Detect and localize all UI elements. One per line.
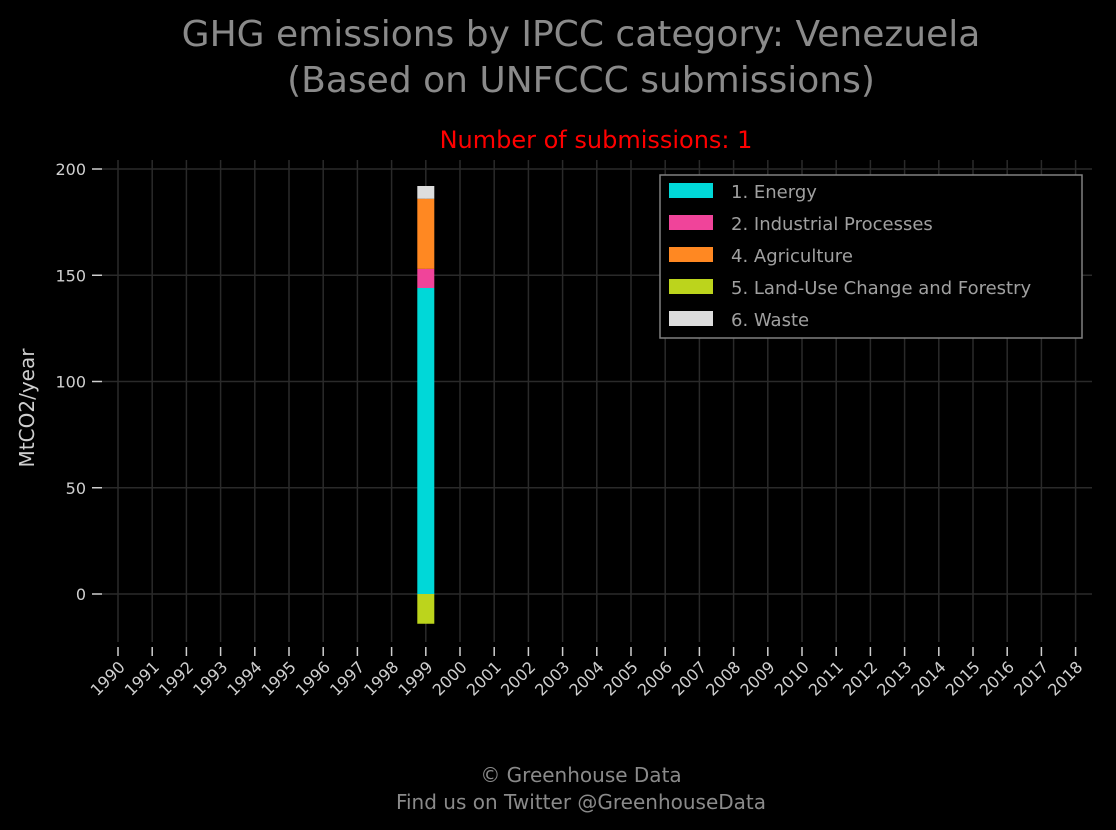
bar-segment xyxy=(417,186,435,199)
x-tick-label: 2013 xyxy=(873,657,915,699)
chart-title-line-1: GHG emissions by IPCC category: Venezuel… xyxy=(182,14,981,55)
chart-title-line-2: (Based on UNFCCC submissions) xyxy=(287,60,875,101)
y-axis-ticks: 0 50 100 150 200 xyxy=(55,160,102,604)
x-tick-label: 2015 xyxy=(942,657,984,699)
x-tick-label: 2003 xyxy=(531,657,573,699)
legend-box xyxy=(659,174,1083,339)
footer-copyright: © Greenhouse Data xyxy=(480,763,681,787)
bar-segment xyxy=(417,268,435,288)
x-tick-label: 2007 xyxy=(668,657,710,699)
x-tick-label: 2012 xyxy=(839,657,881,699)
bars xyxy=(417,186,435,624)
chart-subtitle: Number of submissions: 1 xyxy=(440,126,753,154)
legend-label: 6. Waste xyxy=(731,310,809,331)
x-tick-label: 2018 xyxy=(1044,657,1086,699)
x-tick-label: 2016 xyxy=(976,657,1018,699)
x-axis-ticks: 1990199119921993199419951996199719981999… xyxy=(87,647,1086,700)
x-tick-label: 2008 xyxy=(702,657,744,699)
bar-segment xyxy=(417,594,435,624)
x-tick-label: 2010 xyxy=(771,657,813,699)
legend-label: 5. Land-Use Change and Forestry xyxy=(731,278,1031,299)
legend: 1. Energy 2. Industrial Processes 4. Agric… xyxy=(659,174,1083,339)
y-tick-label: 100 xyxy=(55,373,86,392)
x-tick-label: 2005 xyxy=(600,657,642,699)
x-tick-label: 1993 xyxy=(189,657,231,699)
y-axis-label: MtCO2/year xyxy=(15,348,39,468)
legend-swatch xyxy=(669,311,713,326)
bar-segment xyxy=(417,198,435,269)
x-tick-label: 1992 xyxy=(155,657,197,699)
legend-swatch xyxy=(669,215,713,230)
grid-lines xyxy=(102,160,1092,642)
x-tick-label: 1990 xyxy=(87,657,129,699)
bar-segment xyxy=(417,288,435,594)
x-tick-label: 1991 xyxy=(121,657,163,699)
x-tick-label: 1997 xyxy=(326,657,368,699)
y-tick-label: 50 xyxy=(66,479,86,498)
x-tick-label: 1996 xyxy=(292,657,334,699)
y-tick-label: 150 xyxy=(55,266,86,285)
x-tick-label: 2004 xyxy=(565,657,607,699)
x-tick-label: 2001 xyxy=(463,657,505,699)
x-tick-label: 1995 xyxy=(258,657,300,699)
legend-swatch xyxy=(669,279,713,294)
x-tick-label: 1999 xyxy=(394,657,436,699)
x-tick-label: 2009 xyxy=(736,657,778,699)
x-tick-label: 2000 xyxy=(429,657,471,699)
x-tick-label: 2014 xyxy=(907,657,949,699)
x-tick-label: 2017 xyxy=(1010,657,1052,699)
x-tick-label: 2006 xyxy=(634,657,676,699)
legend-swatch xyxy=(669,183,713,198)
x-tick-label: 2011 xyxy=(805,657,847,699)
x-tick-label: 1998 xyxy=(360,657,402,699)
legend-label: 2. Industrial Processes xyxy=(731,214,933,235)
x-tick-label: 1994 xyxy=(223,657,265,699)
x-tick-label: 2002 xyxy=(497,657,539,699)
legend-label: 1. Energy xyxy=(731,182,817,203)
y-tick-label: 200 xyxy=(55,160,86,179)
y-tick-label: 0 xyxy=(76,585,86,604)
footer-twitter: Find us on Twitter @GreenhouseData xyxy=(396,790,766,814)
legend-label: 4. Agriculture xyxy=(731,246,853,267)
legend-swatch xyxy=(669,247,713,262)
